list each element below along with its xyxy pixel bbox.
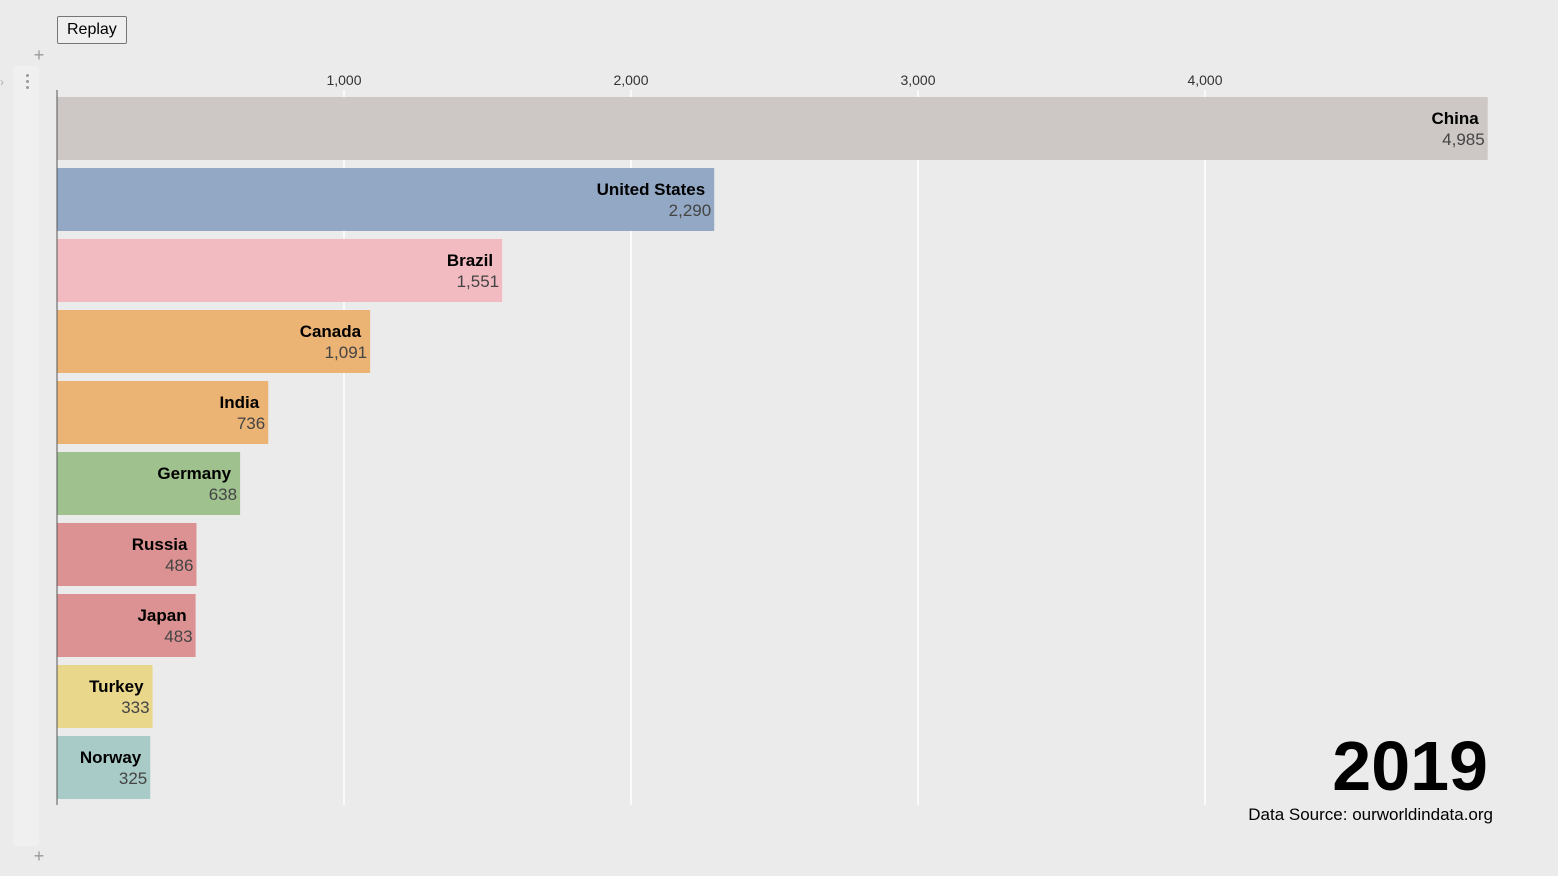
bar-category-label: China xyxy=(1431,109,1479,128)
chevron-right-icon[interactable]: › xyxy=(0,75,4,89)
x-axis-ticks: 1,000 2,000 3,000 4,000 xyxy=(326,72,1222,88)
x-tick-label: 1,000 xyxy=(326,72,361,88)
bar-category-label: Russia xyxy=(132,535,188,554)
bar xyxy=(57,381,269,444)
bar-category-label: Brazil xyxy=(447,251,493,270)
bar-group: Japan 483 xyxy=(57,594,196,657)
bar-group: Turkey 333 xyxy=(57,665,153,728)
bar-group: United States 2,290 xyxy=(57,168,715,231)
bar-group: Norway 325 xyxy=(57,736,151,799)
bar xyxy=(57,168,715,231)
add-block-above-icon[interactable]: + xyxy=(33,45,45,65)
bar-value-label: 1,091 xyxy=(325,343,368,362)
bar-category-label: India xyxy=(220,393,260,412)
x-tick-label: 3,000 xyxy=(900,72,935,88)
bar-category-label: United States xyxy=(597,180,706,199)
add-block-below-icon[interactable]: + xyxy=(33,846,45,866)
bar-group: China 4,985 xyxy=(57,97,1488,160)
bar xyxy=(57,452,241,515)
bar xyxy=(57,665,153,728)
bar-value-label: 333 xyxy=(121,698,149,717)
bar-value-label: 483 xyxy=(164,627,192,646)
x-tick-label: 4,000 xyxy=(1187,72,1222,88)
bar-value-label: 4,985 xyxy=(1442,130,1485,149)
replay-button[interactable]: Replay xyxy=(57,16,127,44)
bar-value-label: 638 xyxy=(209,485,237,504)
side-panel xyxy=(13,66,39,846)
bar-value-label: 736 xyxy=(237,414,265,433)
bar xyxy=(57,736,151,799)
bar xyxy=(57,523,197,586)
bar xyxy=(57,239,503,302)
year-label: 2019 xyxy=(1332,727,1488,805)
bar-value-label: 486 xyxy=(165,556,193,575)
bar-value-label: 1,551 xyxy=(457,272,500,291)
bar-group: India 736 xyxy=(57,381,269,444)
data-source-label: Data Source: ourworldindata.org xyxy=(1248,805,1493,824)
bar-value-label: 2,290 xyxy=(669,201,712,220)
bar xyxy=(57,97,1488,160)
bars: China 4,985 United States 2,290 Brazil 1,551 C… xyxy=(57,97,1488,799)
bar-group: Russia 486 xyxy=(57,523,197,586)
bar-value-label: 325 xyxy=(119,769,147,788)
bar-group: Brazil 1,551 xyxy=(57,239,503,302)
bar-category-label: Japan xyxy=(137,606,186,625)
drag-handle-icon[interactable] xyxy=(22,74,32,94)
x-tick-label: 2,000 xyxy=(613,72,648,88)
bar-group: Germany 638 xyxy=(57,452,241,515)
bar-category-label: Turkey xyxy=(89,677,144,696)
bar xyxy=(57,594,196,657)
bar xyxy=(57,310,371,373)
bar-category-label: Norway xyxy=(80,748,142,767)
bar-category-label: Germany xyxy=(157,464,231,483)
bar-category-label: Canada xyxy=(300,322,362,341)
bar-group: Canada 1,091 xyxy=(57,310,371,373)
